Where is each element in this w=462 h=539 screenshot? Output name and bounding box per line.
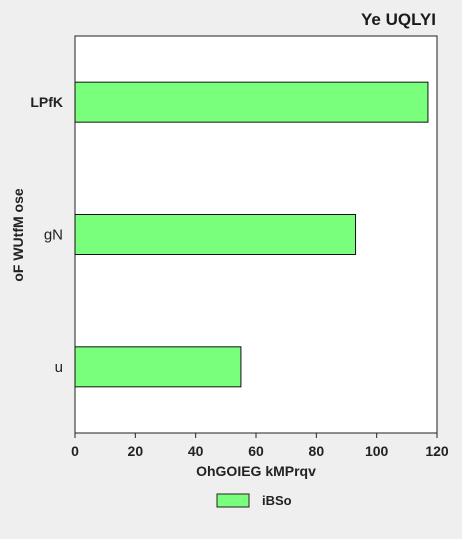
x-tick-label: 0	[71, 443, 79, 459]
y-tick-label: LPfK	[30, 94, 63, 110]
x-tick-labels: 0 20 40 60 80 100 120	[71, 433, 449, 459]
legend-swatch	[216, 493, 250, 508]
x-tick-label: 40	[188, 443, 204, 459]
bars-group	[74, 81, 429, 388]
y-tick-label: u	[55, 359, 63, 376]
y-tick-label: gN	[44, 227, 63, 244]
legend-label: iBSo	[262, 493, 292, 508]
x-tick-label: 60	[248, 443, 264, 459]
x-tick-label: 80	[309, 443, 325, 459]
y-tick-labels: u gN LPfK	[30, 94, 63, 376]
x-tick-label: 20	[128, 443, 144, 459]
chart-title: Ye UQLYI	[361, 10, 436, 29]
bar-LPfK	[74, 81, 429, 123]
x-tick-label: 120	[425, 443, 449, 459]
x-axis-label: OhGOIEG kMPrqv	[196, 463, 316, 479]
bar-u	[74, 346, 242, 388]
bar-gN	[74, 214, 357, 255]
x-tick-label: 100	[365, 443, 389, 459]
y-axis-label: oF WUtfM ose	[10, 188, 26, 282]
legend: iBSo	[216, 493, 292, 508]
